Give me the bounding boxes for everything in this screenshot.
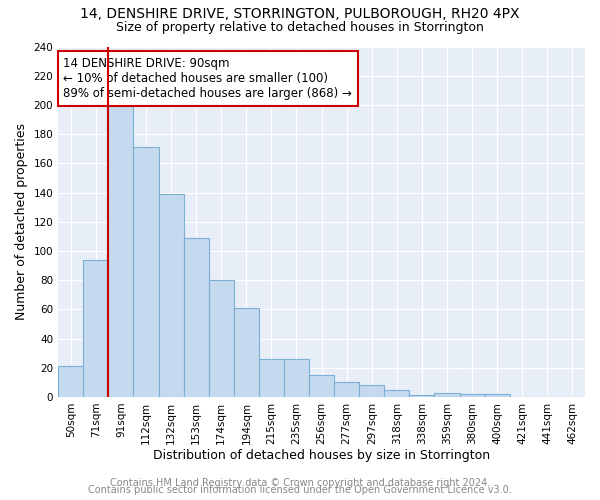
Bar (259, 359, 284, 397)
Text: Contains public sector information licensed under the Open Government Licence v3: Contains public sector information licen… (88, 485, 512, 495)
Text: Contains HM Land Registry data © Crown copyright and database right 2024.: Contains HM Land Registry data © Crown c… (110, 478, 490, 488)
Bar (234, 308, 259, 397)
Bar (309, 375, 334, 397)
Bar (184, 238, 209, 397)
Bar (359, 386, 385, 397)
Bar (209, 280, 234, 397)
Bar (158, 194, 184, 397)
Bar (109, 104, 133, 397)
Bar (485, 394, 510, 397)
Bar (284, 359, 309, 397)
Text: 14, DENSHIRE DRIVE, STORRINGTON, PULBOROUGH, RH20 4PX: 14, DENSHIRE DRIVE, STORRINGTON, PULBORO… (80, 8, 520, 22)
Bar (83, 260, 109, 397)
Bar (133, 148, 158, 397)
Bar (434, 392, 460, 397)
Y-axis label: Number of detached properties: Number of detached properties (15, 123, 28, 320)
Bar (334, 382, 359, 397)
Bar (385, 390, 409, 397)
Bar (58, 366, 83, 397)
Bar (460, 394, 485, 397)
Text: Size of property relative to detached houses in Storrington: Size of property relative to detached ho… (116, 21, 484, 34)
Bar (409, 396, 434, 397)
Text: 14 DENSHIRE DRIVE: 90sqm
← 10% of detached houses are smaller (100)
89% of semi-: 14 DENSHIRE DRIVE: 90sqm ← 10% of detach… (64, 57, 352, 100)
X-axis label: Distribution of detached houses by size in Storrington: Distribution of detached houses by size … (153, 450, 490, 462)
